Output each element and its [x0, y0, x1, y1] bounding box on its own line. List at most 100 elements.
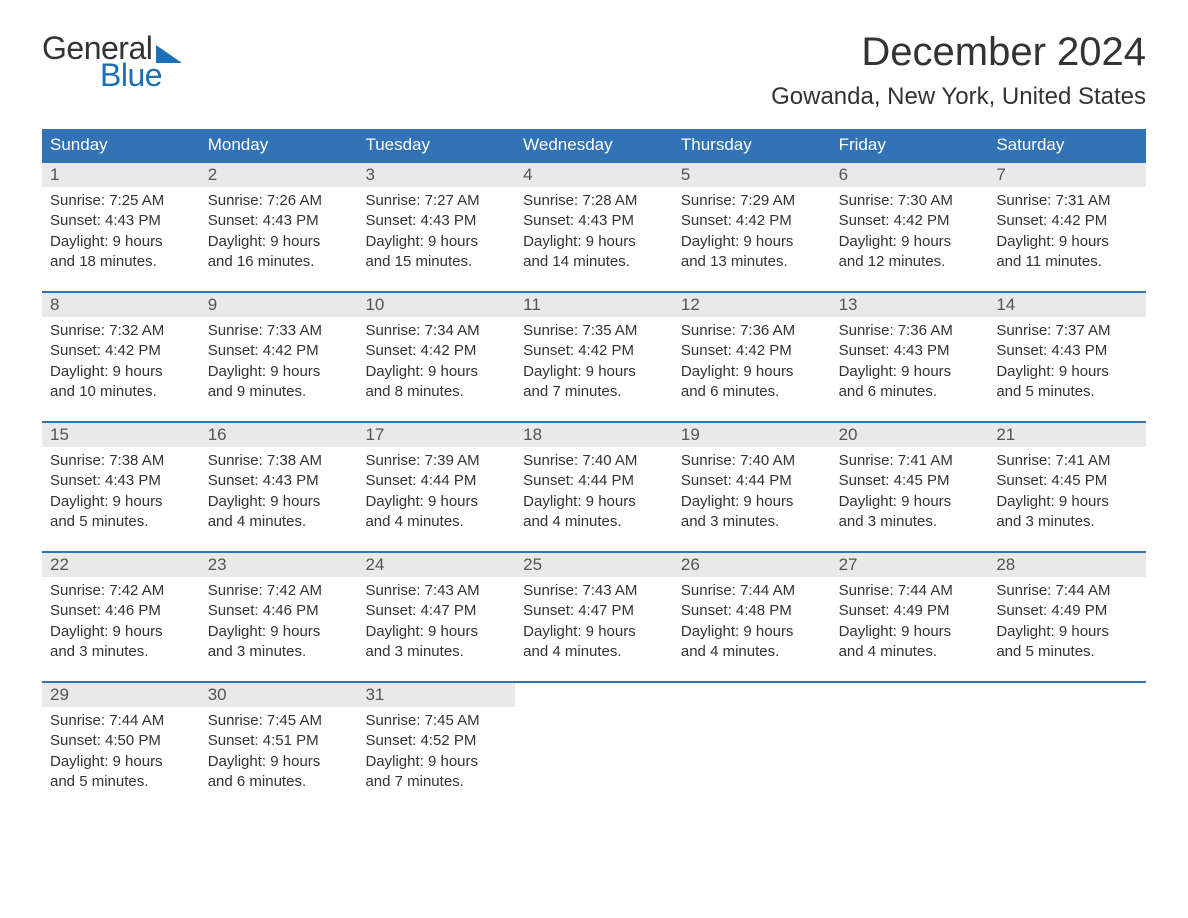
daydata-cell	[988, 707, 1146, 811]
daydata-cell	[673, 707, 831, 811]
daylight-line2: and 10 minutes.	[50, 382, 192, 402]
title-block: December 2024 Gowanda, New York, United …	[771, 30, 1146, 125]
daylight-line2: and 5 minutes.	[50, 772, 192, 792]
daynum-cell: 10	[357, 293, 515, 317]
daydata-cell: Sunrise: 7:45 AMSunset: 4:52 PMDaylight:…	[357, 707, 515, 811]
daylight-line2: and 5 minutes.	[996, 382, 1138, 402]
week-row: 22232425262728Sunrise: 7:42 AMSunset: 4:…	[42, 551, 1146, 681]
daylight-line1: Daylight: 9 hours	[681, 622, 823, 642]
sunset-line: Sunset: 4:47 PM	[523, 601, 665, 621]
daynum-cell: 16	[200, 423, 358, 447]
weekday-header-cell: Monday	[200, 129, 358, 161]
daylight-line1: Daylight: 9 hours	[996, 362, 1138, 382]
sunrise-line: Sunrise: 7:36 AM	[839, 321, 981, 341]
weekday-header-cell: Tuesday	[357, 129, 515, 161]
daylight-line1: Daylight: 9 hours	[523, 232, 665, 252]
daydata-row: Sunrise: 7:44 AMSunset: 4:50 PMDaylight:…	[42, 707, 1146, 811]
daylight-line2: and 4 minutes.	[208, 512, 350, 532]
daydata-cell: Sunrise: 7:44 AMSunset: 4:49 PMDaylight:…	[831, 577, 989, 681]
daydata-cell: Sunrise: 7:36 AMSunset: 4:42 PMDaylight:…	[673, 317, 831, 421]
sunset-line: Sunset: 4:42 PM	[839, 211, 981, 231]
sunrise-line: Sunrise: 7:40 AM	[681, 451, 823, 471]
daydata-cell: Sunrise: 7:34 AMSunset: 4:42 PMDaylight:…	[357, 317, 515, 421]
sunrise-line: Sunrise: 7:44 AM	[839, 581, 981, 601]
daylight-line1: Daylight: 9 hours	[208, 752, 350, 772]
daynum-row: 22232425262728	[42, 551, 1146, 577]
daydata-cell: Sunrise: 7:33 AMSunset: 4:42 PMDaylight:…	[200, 317, 358, 421]
daynum-row: 891011121314	[42, 291, 1146, 317]
sunset-line: Sunset: 4:43 PM	[208, 211, 350, 231]
daylight-line1: Daylight: 9 hours	[365, 362, 507, 382]
daylight-line1: Daylight: 9 hours	[681, 492, 823, 512]
week-row: 1234567Sunrise: 7:25 AMSunset: 4:43 PMDa…	[42, 161, 1146, 291]
daylight-line1: Daylight: 9 hours	[50, 752, 192, 772]
sunrise-line: Sunrise: 7:45 AM	[365, 711, 507, 731]
daylight-line1: Daylight: 9 hours	[839, 492, 981, 512]
sunrise-line: Sunrise: 7:45 AM	[208, 711, 350, 731]
sunset-line: Sunset: 4:44 PM	[365, 471, 507, 491]
daynum-cell: 17	[357, 423, 515, 447]
daynum-cell: 30	[200, 683, 358, 707]
daylight-line2: and 3 minutes.	[996, 512, 1138, 532]
daynum-cell: 14	[988, 293, 1146, 317]
sunrise-line: Sunrise: 7:44 AM	[50, 711, 192, 731]
daynum-cell: 27	[831, 553, 989, 577]
daynum-cell: 20	[831, 423, 989, 447]
sunset-line: Sunset: 4:49 PM	[996, 601, 1138, 621]
sunset-line: Sunset: 4:43 PM	[839, 341, 981, 361]
daynum-cell: 4	[515, 163, 673, 187]
daydata-cell: Sunrise: 7:44 AMSunset: 4:49 PMDaylight:…	[988, 577, 1146, 681]
daynum-cell: 19	[673, 423, 831, 447]
daydata-cell: Sunrise: 7:41 AMSunset: 4:45 PMDaylight:…	[831, 447, 989, 551]
daylight-line2: and 11 minutes.	[996, 252, 1138, 272]
daydata-cell: Sunrise: 7:43 AMSunset: 4:47 PMDaylight:…	[515, 577, 673, 681]
sunrise-line: Sunrise: 7:31 AM	[996, 191, 1138, 211]
daydata-cell: Sunrise: 7:44 AMSunset: 4:48 PMDaylight:…	[673, 577, 831, 681]
daydata-row: Sunrise: 7:25 AMSunset: 4:43 PMDaylight:…	[42, 187, 1146, 291]
weekday-header-cell: Wednesday	[515, 129, 673, 161]
daynum-cell: 22	[42, 553, 200, 577]
daynum-cell: 12	[673, 293, 831, 317]
daylight-line2: and 14 minutes.	[523, 252, 665, 272]
daydata-cell: Sunrise: 7:28 AMSunset: 4:43 PMDaylight:…	[515, 187, 673, 291]
sunset-line: Sunset: 4:43 PM	[365, 211, 507, 231]
daylight-line1: Daylight: 9 hours	[839, 622, 981, 642]
sunrise-line: Sunrise: 7:44 AM	[996, 581, 1138, 601]
sunrise-line: Sunrise: 7:27 AM	[365, 191, 507, 211]
sunrise-line: Sunrise: 7:30 AM	[839, 191, 981, 211]
daynum-cell: 2	[200, 163, 358, 187]
sunrise-line: Sunrise: 7:34 AM	[365, 321, 507, 341]
sunset-line: Sunset: 4:43 PM	[523, 211, 665, 231]
daynum-cell: 5	[673, 163, 831, 187]
sunrise-line: Sunrise: 7:39 AM	[365, 451, 507, 471]
daydata-cell: Sunrise: 7:40 AMSunset: 4:44 PMDaylight:…	[515, 447, 673, 551]
logo: General Blue	[42, 30, 182, 94]
daylight-line2: and 3 minutes.	[208, 642, 350, 662]
sunset-line: Sunset: 4:44 PM	[523, 471, 665, 491]
daydata-cell: Sunrise: 7:25 AMSunset: 4:43 PMDaylight:…	[42, 187, 200, 291]
sunrise-line: Sunrise: 7:29 AM	[681, 191, 823, 211]
daylight-line1: Daylight: 9 hours	[523, 362, 665, 382]
daylight-line1: Daylight: 9 hours	[839, 232, 981, 252]
daydata-row: Sunrise: 7:42 AMSunset: 4:46 PMDaylight:…	[42, 577, 1146, 681]
weekday-header-cell: Saturday	[988, 129, 1146, 161]
daylight-line2: and 3 minutes.	[365, 642, 507, 662]
daydata-cell: Sunrise: 7:42 AMSunset: 4:46 PMDaylight:…	[200, 577, 358, 681]
daylight-line1: Daylight: 9 hours	[681, 362, 823, 382]
sunset-line: Sunset: 4:43 PM	[50, 471, 192, 491]
daylight-line2: and 4 minutes.	[365, 512, 507, 532]
month-title: December 2024	[771, 30, 1146, 75]
logo-blue: Blue	[100, 57, 182, 94]
sunrise-line: Sunrise: 7:43 AM	[523, 581, 665, 601]
weekday-header-cell: Sunday	[42, 129, 200, 161]
daylight-line2: and 5 minutes.	[50, 512, 192, 532]
daynum-cell: 29	[42, 683, 200, 707]
daylight-line1: Daylight: 9 hours	[839, 362, 981, 382]
daydata-row: Sunrise: 7:32 AMSunset: 4:42 PMDaylight:…	[42, 317, 1146, 421]
daylight-line1: Daylight: 9 hours	[523, 492, 665, 512]
sunset-line: Sunset: 4:51 PM	[208, 731, 350, 751]
daynum-cell: 8	[42, 293, 200, 317]
sunset-line: Sunset: 4:42 PM	[50, 341, 192, 361]
week-row: 891011121314Sunrise: 7:32 AMSunset: 4:42…	[42, 291, 1146, 421]
daylight-line1: Daylight: 9 hours	[996, 232, 1138, 252]
